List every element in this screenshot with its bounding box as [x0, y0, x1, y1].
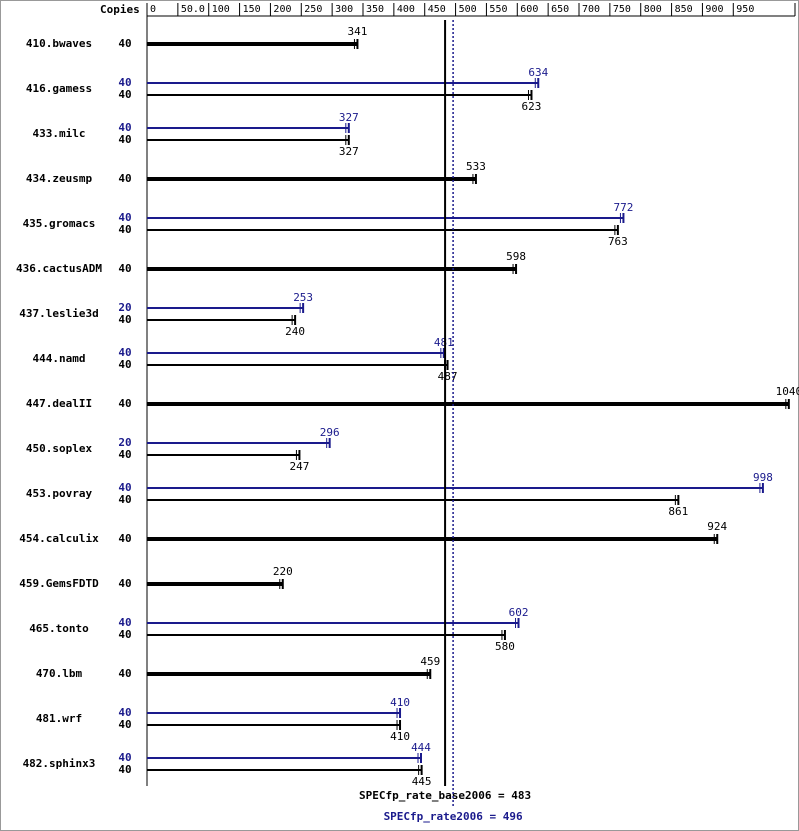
copies-label: 40	[118, 763, 131, 776]
value-label: 410	[390, 696, 410, 709]
reference-label: SPECfp_rate_base2006 = 483	[359, 789, 531, 802]
copies-label: 40	[118, 223, 131, 236]
x-tick-label: 900	[705, 4, 723, 15]
copies-label: 40	[118, 628, 131, 641]
category-label: 410.bwaves	[26, 37, 92, 50]
copies-label: 40	[118, 481, 131, 494]
copies-label: 40	[118, 211, 131, 224]
category-label: 459.GemsFDTD	[19, 577, 99, 590]
value-label: 296	[320, 426, 340, 439]
x-tick-label: 150	[243, 4, 261, 15]
reference-label: SPECfp_rate2006 = 496	[384, 810, 523, 823]
copies-label: 40	[118, 262, 131, 275]
copies-label: 40	[118, 448, 131, 461]
copies-header: Copies	[100, 3, 140, 16]
copies-label: 40	[118, 121, 131, 134]
x-tick-label: 650	[551, 4, 569, 15]
copies-label: 40	[118, 172, 131, 185]
value-label: 763	[608, 235, 628, 248]
copies-label: 40	[118, 532, 131, 545]
category-label: 447.dealII	[26, 397, 92, 410]
value-label: 772	[613, 201, 633, 214]
copies-label: 40	[118, 133, 131, 146]
x-tick-label: 550	[489, 4, 507, 15]
category-label: 436.cactusADM	[16, 262, 102, 275]
value-label: 602	[509, 606, 529, 619]
copies-label: 20	[118, 436, 131, 449]
category-label: 453.povray	[26, 487, 93, 500]
x-tick-label: 0	[150, 4, 156, 15]
copies-label: 20	[118, 301, 131, 314]
value-label: 240	[285, 325, 305, 338]
copies-label: 40	[118, 616, 131, 629]
copies-label: 40	[118, 88, 131, 101]
value-label: 861	[668, 505, 688, 518]
x-tick-label: 800	[644, 4, 662, 15]
category-label: 470.lbm	[36, 667, 83, 680]
value-label: 598	[506, 250, 526, 263]
value-label: 924	[707, 520, 727, 533]
value-label: 327	[339, 111, 359, 124]
category-label: 450.soplex	[26, 442, 93, 455]
value-label: 998	[753, 471, 773, 484]
x-tick-label: 300	[335, 4, 353, 15]
value-label: 410	[390, 730, 410, 743]
category-label: 482.sphinx3	[23, 757, 96, 770]
value-label: 481	[434, 336, 454, 349]
value-label: 247	[289, 460, 309, 473]
x-tick-label: 750	[613, 4, 631, 15]
copies-label: 40	[118, 346, 131, 359]
x-tick-label: 250	[304, 4, 322, 15]
copies-label: 40	[118, 37, 131, 50]
value-label: 634	[528, 66, 548, 79]
category-label: 433.milc	[33, 127, 86, 140]
x-tick-label: 400	[397, 4, 415, 15]
copies-label: 40	[118, 577, 131, 590]
copies-label: 40	[118, 313, 131, 326]
value-label: 253	[293, 291, 313, 304]
value-label: 580	[495, 640, 515, 653]
category-label: 481.wrf	[36, 712, 82, 725]
copies-label: 40	[118, 397, 131, 410]
category-label: 416.gamess	[26, 82, 92, 95]
x-tick-label: 950	[736, 4, 754, 15]
x-tick-label: 50.0	[181, 4, 205, 15]
copies-label: 40	[118, 667, 131, 680]
copies-label: 40	[118, 358, 131, 371]
x-tick-label: 500	[459, 4, 477, 15]
value-label: 487	[438, 370, 458, 383]
category-label: 434.zeusmp	[26, 172, 93, 185]
category-label: 435.gromacs	[23, 217, 96, 230]
x-tick-label: 350	[366, 4, 384, 15]
value-label: 327	[339, 145, 359, 158]
x-tick-label: 850	[675, 4, 693, 15]
category-label: 444.namd	[33, 352, 86, 365]
copies-label: 40	[118, 718, 131, 731]
category-label: 437.leslie3d	[19, 307, 98, 320]
copies-label: 40	[118, 751, 131, 764]
category-label: 465.tonto	[29, 622, 89, 635]
copies-label: 40	[118, 493, 131, 506]
value-label: 341	[348, 25, 368, 38]
value-label: 1040	[776, 385, 799, 398]
value-label: 623	[522, 100, 542, 113]
x-tick-label: 450	[428, 4, 446, 15]
category-label: 454.calculix	[19, 532, 99, 545]
x-tick-label: 100	[212, 4, 230, 15]
value-label: 459	[420, 655, 440, 668]
x-tick-label: 700	[582, 4, 600, 15]
value-label: 445	[412, 775, 432, 788]
value-label: 444	[411, 741, 431, 754]
x-tick-label: 200	[273, 4, 291, 15]
copies-label: 40	[118, 76, 131, 89]
copies-label: 40	[118, 706, 131, 719]
value-label: 220	[273, 565, 293, 578]
x-tick-label: 600	[520, 4, 538, 15]
value-label: 533	[466, 160, 486, 173]
